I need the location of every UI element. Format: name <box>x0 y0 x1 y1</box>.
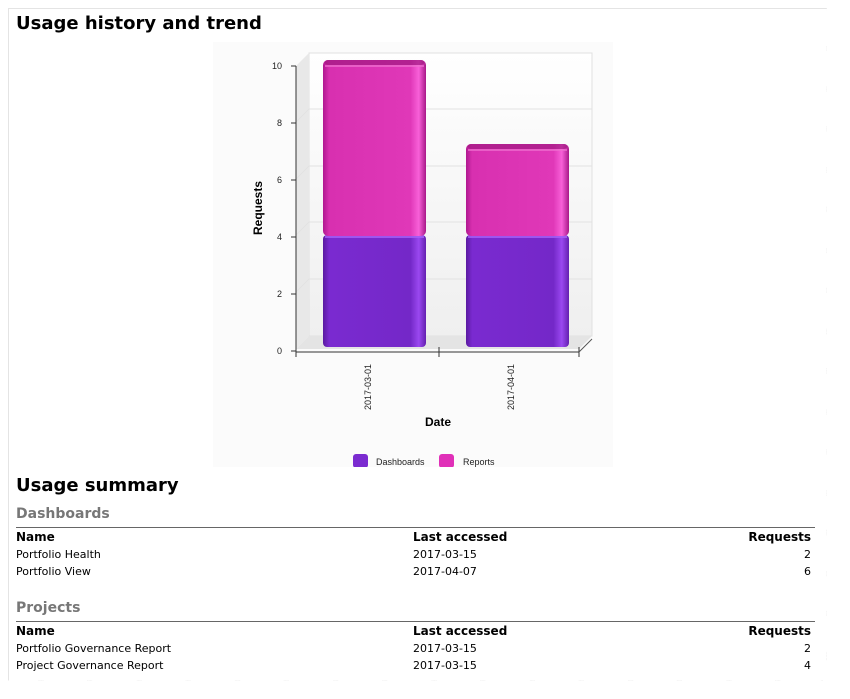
table-row[interactable]: Project Governance Report 2017-03-15 4 <box>16 657 815 674</box>
cell-requests: 6 <box>804 565 811 578</box>
column-header-name[interactable]: Name <box>16 624 55 638</box>
x-tick-label: 2017-03-01 <box>363 364 373 410</box>
chart-legend: Dashboards Reports <box>353 454 495 468</box>
svg-text:4: 4 <box>277 232 282 242</box>
cell-last-accessed: 2017-03-15 <box>413 548 477 561</box>
bar-segment-reports[interactable] <box>323 60 426 236</box>
cell-name: Portfolio Health <box>16 548 101 561</box>
cell-name: Portfolio Governance Report <box>16 642 172 655</box>
cell-last-accessed: 2017-03-15 <box>413 642 477 655</box>
projects-table: Name Last accessed Requests Portfolio Go… <box>16 621 815 674</box>
dashboards-table: Name Last accessed Requests Portfolio He… <box>16 527 815 580</box>
cell-requests: 2 <box>804 642 811 655</box>
cell-name: Project Governance Report <box>16 659 164 672</box>
table-row[interactable]: Portfolio Health 2017-03-15 2 <box>16 546 815 563</box>
y-axis-title: Requests <box>251 181 265 235</box>
cell-last-accessed: 2017-04-07 <box>413 565 477 578</box>
section-title-dashboards: Dashboards <box>16 506 110 522</box>
bar-segment-reports[interactable] <box>466 144 569 236</box>
column-header-last-accessed[interactable]: Last accessed <box>413 530 508 544</box>
section-title-projects: Projects <box>16 600 81 616</box>
svg-text:8: 8 <box>277 118 282 128</box>
legend-swatch-reports <box>439 454 454 468</box>
cell-last-accessed: 2017-03-15 <box>413 659 477 672</box>
bar-segment-dashboards[interactable] <box>323 235 426 347</box>
table-header: Name Last accessed Requests <box>16 528 815 546</box>
bar-segment-dashboards[interactable] <box>466 235 569 347</box>
cell-requests: 2 <box>804 548 811 561</box>
bar-2017-03-01[interactable] <box>323 60 426 347</box>
svg-text:0: 0 <box>277 346 282 356</box>
column-header-requests[interactable]: Requests <box>748 624 811 638</box>
column-header-last-accessed[interactable]: Last accessed <box>413 624 508 638</box>
legend-label-reports: Reports <box>463 457 495 467</box>
x-axis-title: Date <box>425 415 451 429</box>
y-tick-labels: 0 2 4 6 8 10 <box>272 61 282 356</box>
report-page: Usage history and trend <box>8 8 827 681</box>
history-title: Usage history and trend <box>16 13 262 34</box>
column-header-name[interactable]: Name <box>16 530 55 544</box>
bar-2017-04-01[interactable] <box>466 144 569 347</box>
svg-text:10: 10 <box>272 61 282 71</box>
usage-chart: 0 2 4 6 8 10 <box>213 42 613 468</box>
table-row[interactable]: Portfolio View 2017-04-07 6 <box>16 563 815 580</box>
table-header: Name Last accessed Requests <box>16 622 815 640</box>
legend-label-dashboards: Dashboards <box>376 457 425 467</box>
svg-text:2: 2 <box>277 289 282 299</box>
summary-title: Usage summary <box>16 475 179 496</box>
svg-text:6: 6 <box>277 175 282 185</box>
cell-requests: 4 <box>804 659 811 672</box>
x-tick-label: 2017-04-01 <box>506 364 516 410</box>
cell-name: Portfolio View <box>16 565 91 578</box>
table-row[interactable]: Portfolio Governance Report 2017-03-15 2 <box>16 640 815 657</box>
legend-swatch-dashboards <box>353 454 368 468</box>
column-header-requests[interactable]: Requests <box>748 530 811 544</box>
stacked-bar-chart: 0 2 4 6 8 10 <box>251 52 593 468</box>
